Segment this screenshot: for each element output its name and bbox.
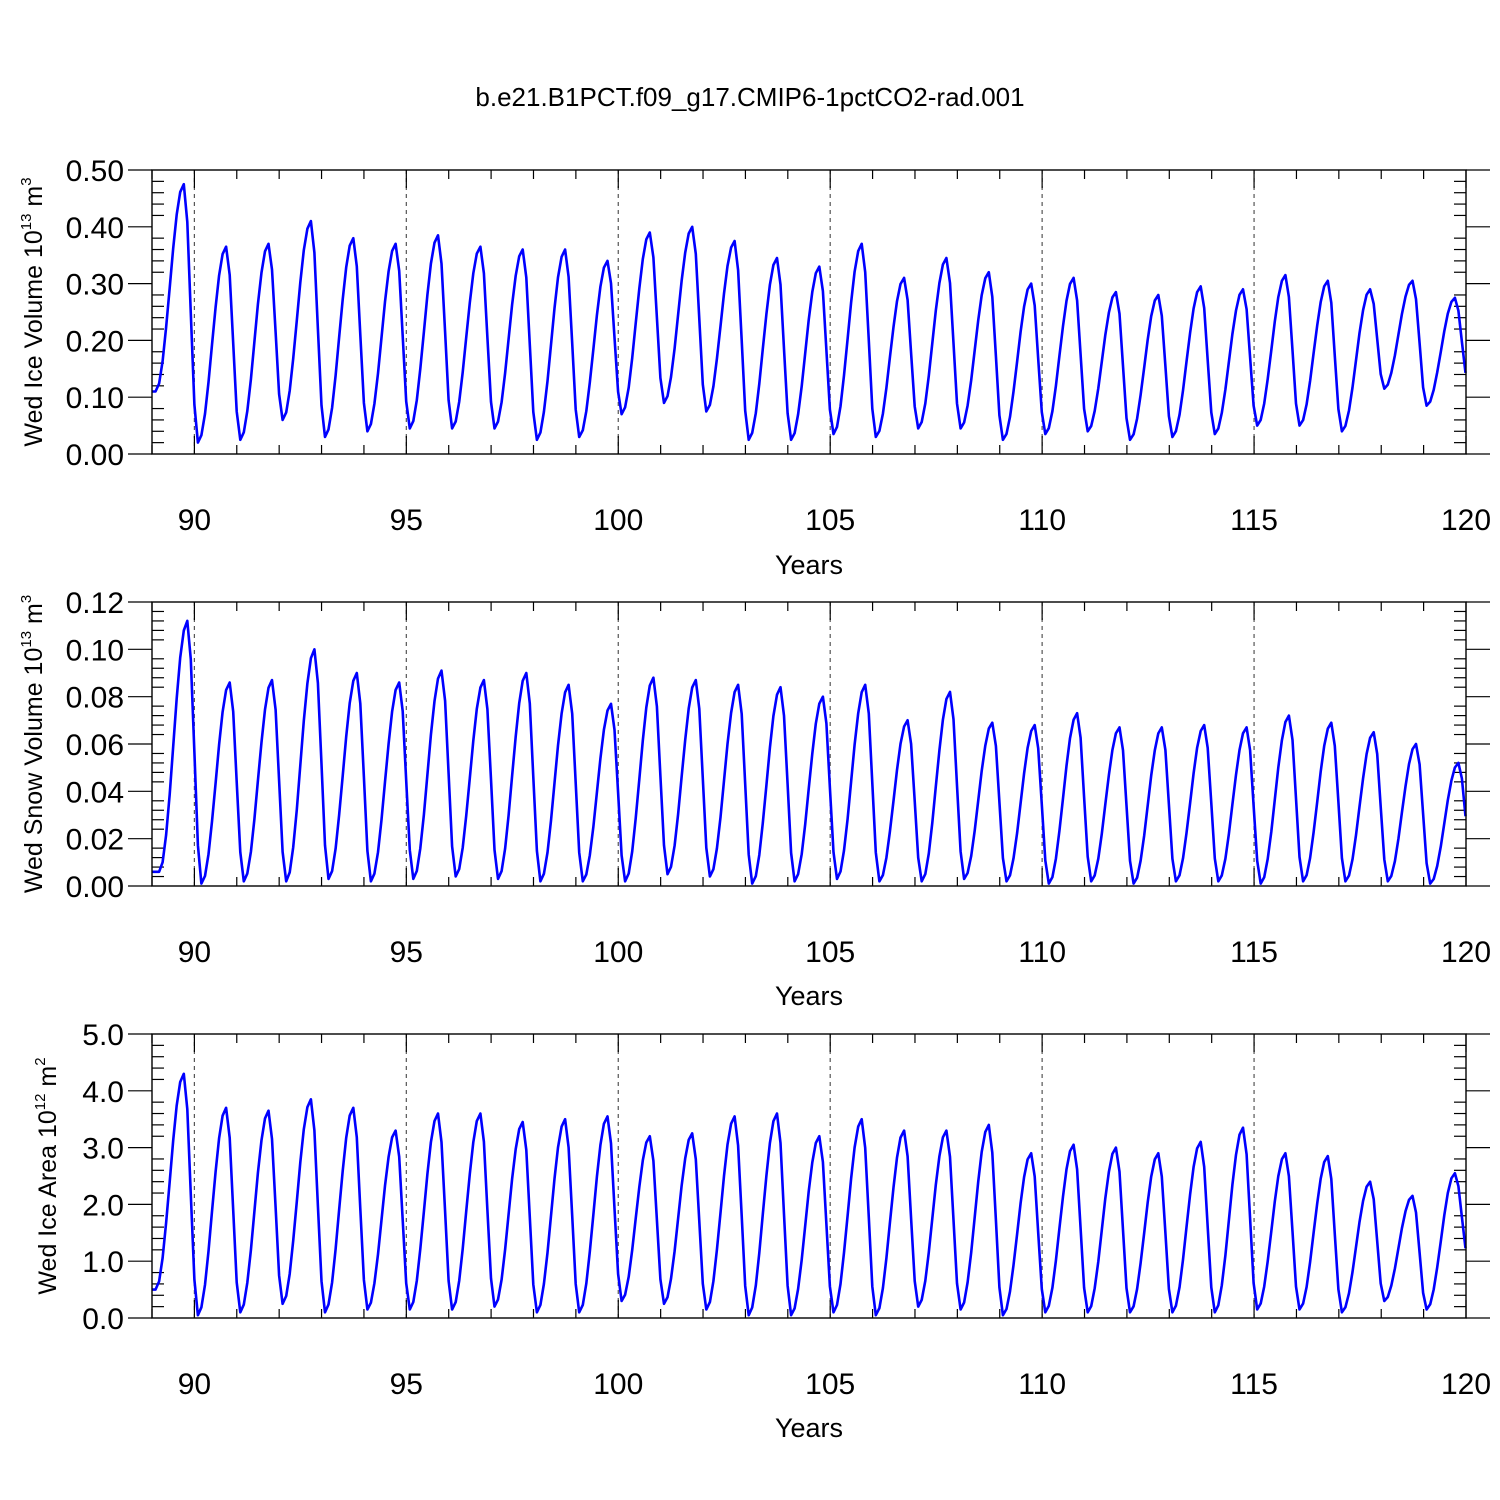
y-tick-label: 0.00 (66, 439, 124, 472)
y-tick-label: 0.08 (66, 682, 124, 715)
x-tick-label: 115 (1230, 936, 1278, 969)
x-axis-label: Years (775, 981, 843, 1011)
x-axis-label: Years (775, 1413, 843, 1443)
y-tick-label: 0.0 (82, 1303, 124, 1336)
x-tick-label: 100 (593, 1368, 643, 1401)
panels: 90 95 100 105 110 115 120 0.00 0.10 0.20 0.30 0.40 0… (18, 155, 1491, 1443)
x-tick-label: 120 (1441, 1368, 1491, 1401)
y-tick-label: 2.0 (82, 1189, 124, 1222)
y-axis-label: Wed Snow Volume 1013 m3 (18, 595, 48, 893)
x-tick-label: 110 (1018, 936, 1066, 969)
y-tick-label: 3.0 (82, 1133, 124, 1166)
y-tick-label: 0.06 (66, 729, 124, 762)
panel-3: 90 95 100 105 110 115 120 0.0 1.0 2.0 3.0 4.0 5.0 Yea… (32, 1019, 1491, 1443)
x-tick-label: 90 (178, 504, 211, 537)
y-tick-label: 0.40 (66, 212, 124, 245)
x-tick-label: 110 (1018, 1368, 1066, 1401)
x-tick-label: 105 (805, 1368, 855, 1401)
x-tick-label: 95 (390, 504, 423, 537)
x-tick-label: 90 (178, 936, 211, 969)
y-tick-label: 0.00 (66, 871, 124, 904)
plot-frame (151, 601, 1467, 887)
panel-2: 90 95 100 105 110 115 120 0.00 0.02 0.04 0.06 0.08 0… (18, 587, 1491, 1011)
x-tick-label: 95 (390, 936, 423, 969)
x-tick-label: 120 (1441, 936, 1491, 969)
y-tick-label: 5.0 (82, 1019, 124, 1052)
x-tick-label: 115 (1230, 504, 1278, 537)
y-tick-label: 0.50 (66, 155, 124, 188)
y-tick-label: 0.10 (66, 382, 124, 415)
plot-frame (151, 169, 1467, 455)
plot-frame (151, 1033, 1467, 1319)
panel-1: 90 95 100 105 110 115 120 0.00 0.10 0.20 0.30 0.40 0… (18, 155, 1491, 580)
x-tick-label: 105 (805, 936, 855, 969)
x-tick-label: 110 (1018, 504, 1066, 537)
series-line (152, 619, 1467, 885)
y-axis-label: Wed Ice Volume 1013 m3 (18, 177, 48, 446)
x-tick-label: 100 (593, 504, 643, 537)
y-tick-label: 0.12 (66, 587, 124, 620)
series-line (152, 182, 1467, 444)
y-tick-label: 1.0 (82, 1246, 124, 1279)
x-tick-label: 100 (593, 936, 643, 969)
y-tick-label: 4.0 (82, 1076, 124, 1109)
x-tick-label: 105 (805, 504, 855, 537)
figure-title: b.e21.B1PCT.f09_g17.CMIP6-1pctCO2-rad.00… (475, 82, 1024, 112)
y-tick-label: 0.02 (66, 824, 124, 857)
x-tick-label: 90 (178, 1368, 211, 1401)
x-axis-label: Years (775, 550, 843, 580)
y-tick-label: 0.04 (66, 776, 124, 809)
y-tick-label: 0.30 (66, 269, 124, 302)
x-tick-label: 95 (390, 1368, 423, 1401)
x-tick-label: 120 (1441, 504, 1491, 537)
series-line (152, 1072, 1467, 1317)
x-tick-label: 115 (1230, 1368, 1278, 1401)
y-tick-label: 0.10 (66, 634, 124, 667)
y-axis-label: Wed Ice Area 1012 m2 (32, 1057, 62, 1294)
y-tick-label: 0.20 (66, 325, 124, 358)
